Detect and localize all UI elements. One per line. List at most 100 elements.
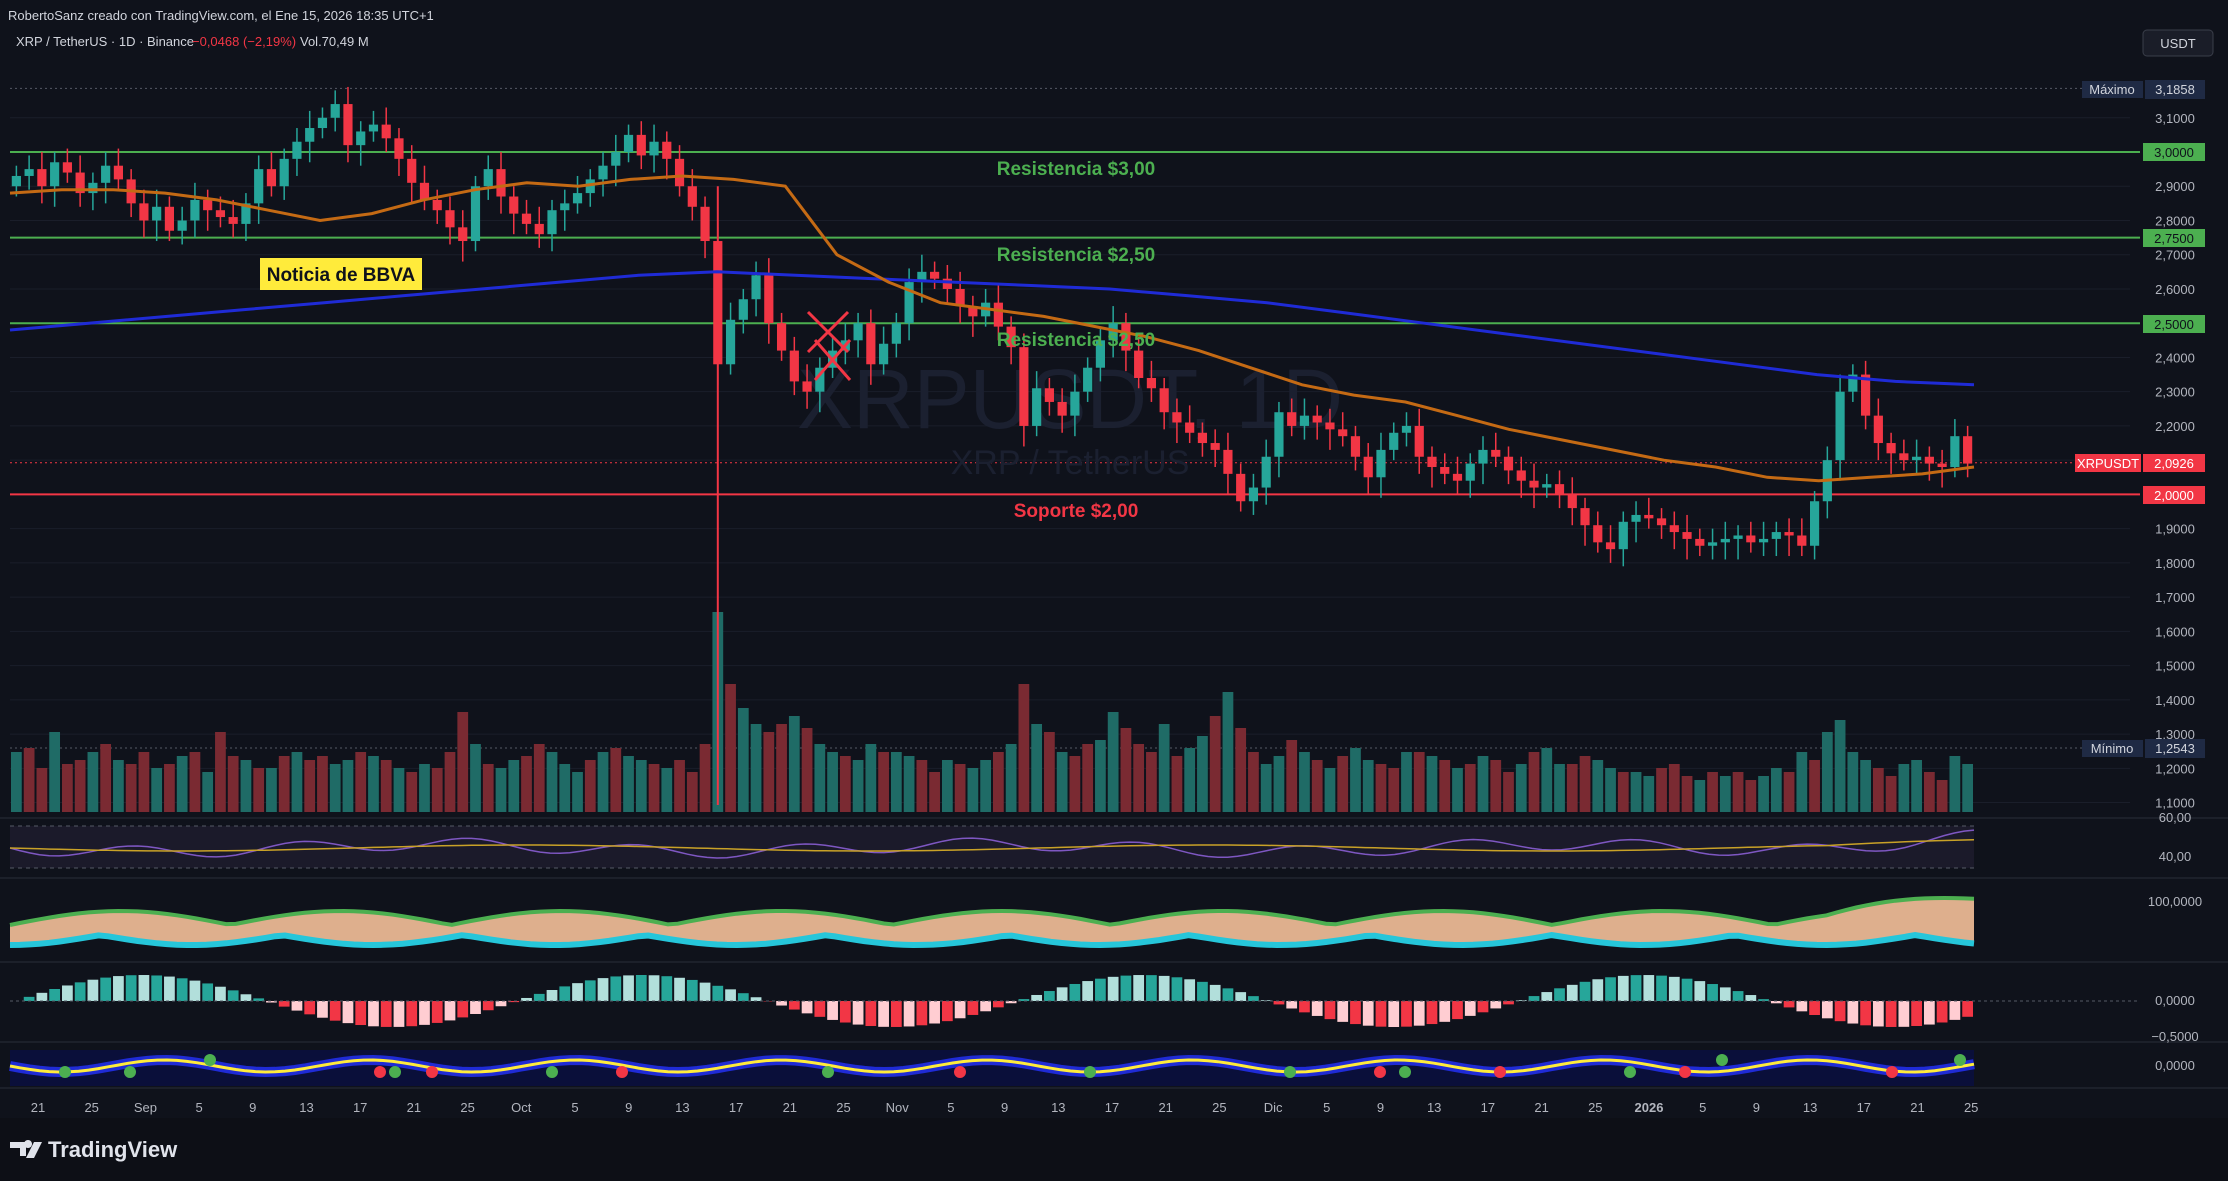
tradingview-logo[interactable]: TradingView [10,1137,178,1162]
candle [1542,484,1552,488]
volume-bar [584,760,596,812]
volume-bar [865,744,877,812]
osc3-bar [1923,1001,1935,1025]
candle [279,158,289,187]
candle [50,162,60,187]
osc4-signal [9,1058,1975,1074]
osc3-bar [674,977,685,1001]
support-2-label: Soporte $2,00 [1014,501,1139,522]
volume-bar [62,764,73,812]
osc3-bar [1860,1001,1871,1026]
candle [1389,432,1399,450]
osc2-bottom [9,932,1975,949]
volume-bar [674,760,685,812]
osc3-bar [1490,1001,1502,1009]
time-tick-label: 5 [1323,1100,1330,1115]
volume-bar [635,760,647,812]
candle [1465,463,1475,481]
news-label: Noticia de BBVA [267,265,416,286]
osc4-dot [546,1066,558,1078]
volume-bar [1783,772,1795,812]
osc3-bar [253,998,265,1001]
osc3-bar [1592,979,1604,1001]
candle [687,186,697,207]
pane-label: 100,0000 [2148,894,2202,909]
candle [1146,377,1157,389]
volume-bar [1860,760,1871,812]
osc3-bar [1962,1001,1973,1017]
candle [942,278,952,289]
osc3-bar [1222,988,1234,1001]
time-tick-label: 13 [675,1100,689,1115]
osc3-bar [865,1001,877,1027]
candle [458,227,468,242]
candle [1376,449,1386,478]
volume-bar [1235,728,1247,812]
osc3-bar [1796,1001,1808,1012]
osc3-bar [368,1001,379,1027]
time-tick-label: 21 [1534,1100,1548,1115]
volume-bar [329,764,341,812]
osc3-bar [1171,977,1183,1001]
time-tick-label: 17 [353,1100,367,1115]
candle [1835,391,1845,461]
volume-bar [980,760,991,812]
candle [1797,535,1807,546]
osc3-bar [699,982,711,1001]
osc3-bar [355,1001,367,1026]
time-tick-label: Sep [134,1100,157,1115]
candle [1325,422,1335,430]
candle [1784,532,1794,536]
time-tick-label: 9 [1753,1100,1760,1115]
candle [1669,525,1679,533]
currency-button-label[interactable]: USDT [2160,36,2195,51]
max-tag-value: 3,1858 [2155,82,2195,97]
time-axis[interactable]: 21 25 Sep 5 9 13 17 21 25 Oct 5 9 13 17 21 25 Nov 5 9 13 17 2… [31,1100,1979,1115]
osc3-bar [1082,981,1094,1001]
osc3-bar [189,980,201,1001]
symbol-line[interactable]: XRP / TetherUS · 1D · Binance [16,34,194,49]
candle [1108,323,1118,341]
osc3-bar [1273,1001,1285,1005]
candle [1287,412,1297,426]
candle [968,306,978,317]
candle [394,138,404,159]
candle [636,134,646,156]
volume-bar [1885,776,1897,812]
candle [1720,538,1730,543]
candle [1656,518,1667,526]
time-tick-label: 13 [1051,1100,1065,1115]
candle [445,210,455,228]
osc3-bar [1197,981,1208,1001]
osc3-bar [1605,977,1616,1001]
osc3-bar [1324,1001,1336,1020]
volume-bar [1158,724,1170,812]
candle [521,213,532,224]
osc4-dot [389,1066,401,1078]
candle [904,282,914,324]
volume-bar [431,768,443,812]
time-tick-label: 5 [947,1100,954,1115]
osc3-bar [304,1001,316,1015]
volume-bar [1133,744,1145,812]
candle [1338,429,1348,437]
volume-bar [839,756,851,812]
volume-readout: Vol.70,49 M [300,34,369,49]
volume-bar [1286,740,1298,812]
candle [11,175,21,187]
osc3-bar [87,979,99,1001]
osc3-bar [814,1001,826,1017]
osc3-bar [929,1001,940,1024]
osc4-dot [822,1066,834,1078]
candle [139,203,149,221]
candle [37,169,47,187]
volume-bar [1031,724,1043,812]
pane-label: 0,0000 [2155,1058,2195,1073]
osc3-bar [1452,1001,1463,1020]
osc3-bar [278,1001,290,1007]
price-tick-label: 2,4000 [2155,350,2195,365]
osc3-bar [164,976,175,1001]
currency-button[interactable] [2142,29,2214,57]
volume-bar [87,752,99,812]
candle [1083,367,1093,392]
